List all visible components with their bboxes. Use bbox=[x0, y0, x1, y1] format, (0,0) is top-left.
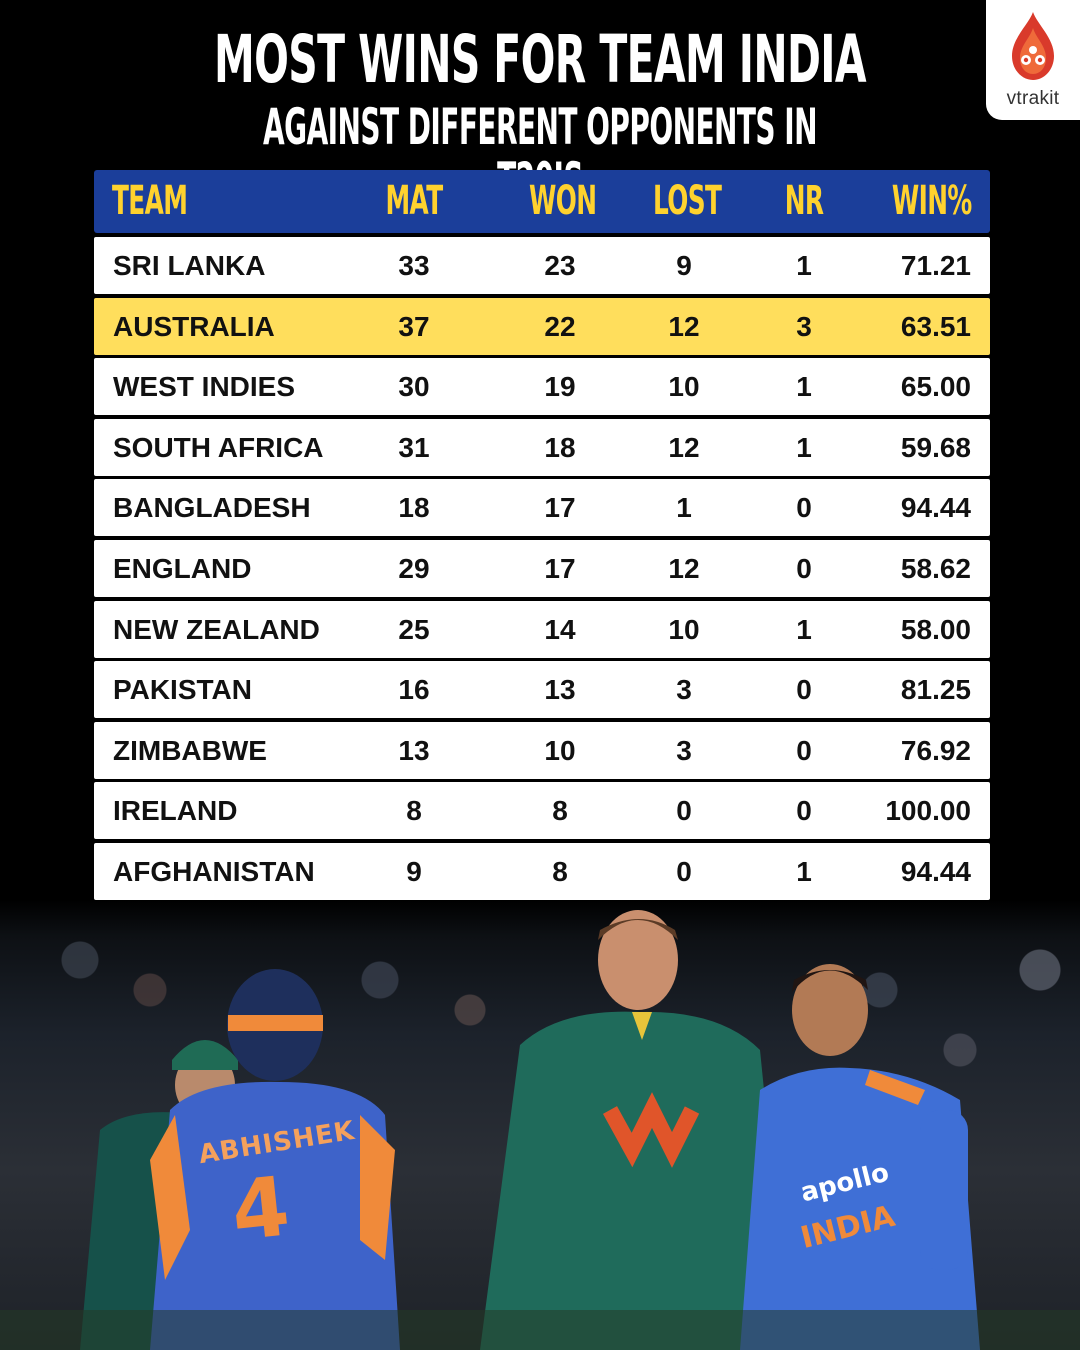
table-row: ENGLAND 29 17 12 0 58.62 bbox=[94, 540, 990, 597]
table-header: TEAM MAT WON LOST NR WIN% bbox=[94, 170, 990, 233]
cell-team: AFGHANISTAN bbox=[113, 856, 315, 887]
cell-lost: 3 bbox=[676, 734, 692, 766]
cell-win-pct: 58.62 bbox=[900, 553, 971, 584]
cell-team: SRI LANKA bbox=[113, 250, 266, 281]
brand-logo: vtrakit bbox=[986, 0, 1080, 120]
cell-lost: 10 bbox=[668, 371, 700, 403]
cell-won: 8 bbox=[552, 795, 568, 827]
column-header-nr: NR bbox=[784, 178, 824, 224]
cell-win-pct: 58.00 bbox=[900, 613, 971, 645]
cell-nr: 1 bbox=[796, 431, 812, 463]
cell-lost: 0 bbox=[676, 795, 692, 827]
cell-won: 17 bbox=[544, 553, 576, 584]
table-row: AFGHANISTAN 9 8 0 1 94.44 bbox=[94, 843, 990, 900]
table-row: BANGLADESH 18 17 1 0 94.44 bbox=[94, 479, 990, 537]
column-header-lost: LOST bbox=[653, 178, 722, 224]
cell-team: NEW ZEALAND bbox=[113, 613, 320, 645]
match-photo: ABHISHEK 4 apollo INDIA bbox=[0, 900, 1080, 1350]
cell-nr: 0 bbox=[796, 492, 812, 524]
cell-won: 10 bbox=[544, 734, 576, 766]
cell-mat: 37 bbox=[398, 310, 430, 342]
cell-nr: 0 bbox=[796, 795, 812, 827]
cell-mat: 9 bbox=[406, 856, 422, 887]
cell-team: PAKISTAN bbox=[113, 674, 252, 706]
cell-won: 23 bbox=[544, 250, 576, 281]
table-row: SRI LANKA 33 23 9 1 71.21 bbox=[94, 237, 990, 294]
cell-won: 14 bbox=[544, 613, 576, 645]
cell-mat: 29 bbox=[398, 553, 430, 584]
page-title: MOST WINS FOR TEAM INDIA bbox=[214, 21, 867, 98]
brand-name: vtrakit bbox=[1006, 88, 1060, 109]
table-row: AUSTRALIA 37 22 12 3 63.51 bbox=[94, 297, 990, 355]
cell-team: ENGLAND bbox=[113, 553, 252, 584]
cell-lost: 0 bbox=[676, 856, 692, 887]
cell-win-pct: 94.44 bbox=[900, 492, 971, 524]
cell-mat: 31 bbox=[398, 431, 430, 463]
table-row: NEW ZEALAND 25 14 10 1 58.00 bbox=[94, 600, 990, 658]
table-row: SOUTH AFRICA 31 18 12 1 59.68 bbox=[94, 418, 990, 476]
column-header-team: TEAM bbox=[112, 178, 188, 224]
cell-mat: 18 bbox=[398, 492, 430, 524]
table-row: IRELAND 8 8 0 0 100.00 bbox=[94, 782, 990, 840]
cell-nr: 3 bbox=[796, 310, 812, 342]
players-illustration bbox=[0, 910, 1080, 1350]
cell-mat: 33 bbox=[398, 250, 430, 281]
cell-lost: 3 bbox=[676, 674, 692, 706]
cell-mat: 16 bbox=[398, 674, 430, 706]
cell-nr: 0 bbox=[796, 734, 812, 766]
cell-team: IRELAND bbox=[113, 795, 238, 827]
cell-nr: 1 bbox=[796, 613, 812, 645]
cell-lost: 12 bbox=[668, 553, 700, 584]
table-row: WEST INDIES 30 19 10 1 65.00 bbox=[94, 358, 990, 416]
column-header-win-pct: WIN% bbox=[892, 178, 972, 224]
cell-win-pct: 71.21 bbox=[900, 250, 971, 281]
cell-nr: 1 bbox=[796, 856, 812, 887]
cell-nr: 1 bbox=[796, 250, 812, 281]
flame-icon bbox=[1012, 12, 1054, 80]
cell-win-pct: 100.00 bbox=[885, 795, 971, 827]
cell-won: 13 bbox=[544, 674, 576, 706]
cell-won: 18 bbox=[544, 431, 576, 463]
cell-lost: 1 bbox=[676, 492, 692, 524]
column-header-won: WON bbox=[529, 178, 597, 224]
cell-win-pct: 63.51 bbox=[900, 310, 971, 342]
cell-won: 19 bbox=[544, 371, 576, 403]
cell-nr: 1 bbox=[796, 371, 812, 403]
cell-win-pct: 81.25 bbox=[900, 674, 971, 706]
cell-nr: 0 bbox=[796, 674, 812, 706]
cell-mat: 30 bbox=[398, 371, 430, 403]
table-row: ZIMBABWE 13 10 3 0 76.92 bbox=[94, 721, 990, 779]
cell-lost: 9 bbox=[676, 250, 692, 281]
cell-win-pct: 59.68 bbox=[900, 431, 971, 463]
cell-mat: 25 bbox=[398, 613, 430, 645]
cell-team: SOUTH AFRICA bbox=[113, 431, 324, 463]
cell-lost: 12 bbox=[668, 310, 700, 342]
cell-lost: 10 bbox=[668, 613, 700, 645]
cell-nr: 0 bbox=[796, 553, 812, 584]
cell-team: ZIMBABWE bbox=[113, 734, 267, 766]
cell-win-pct: 94.44 bbox=[900, 856, 971, 887]
cell-team: BANGLADESH bbox=[113, 492, 311, 524]
cell-mat: 13 bbox=[398, 734, 430, 766]
column-header-mat: MAT bbox=[385, 178, 443, 224]
cell-mat: 8 bbox=[406, 795, 422, 827]
cell-won: 22 bbox=[544, 310, 576, 342]
cell-team: AUSTRALIA bbox=[113, 310, 275, 342]
table-row: PAKISTAN 16 13 3 0 81.25 bbox=[94, 661, 990, 719]
cell-team: WEST INDIES bbox=[113, 371, 296, 403]
cell-lost: 12 bbox=[668, 431, 700, 463]
cell-win-pct: 76.92 bbox=[900, 734, 971, 766]
cell-won: 17 bbox=[544, 492, 576, 524]
cell-win-pct: 65.00 bbox=[900, 371, 971, 403]
cell-won: 8 bbox=[552, 856, 568, 887]
jersey-number: 4 bbox=[227, 1159, 294, 1260]
